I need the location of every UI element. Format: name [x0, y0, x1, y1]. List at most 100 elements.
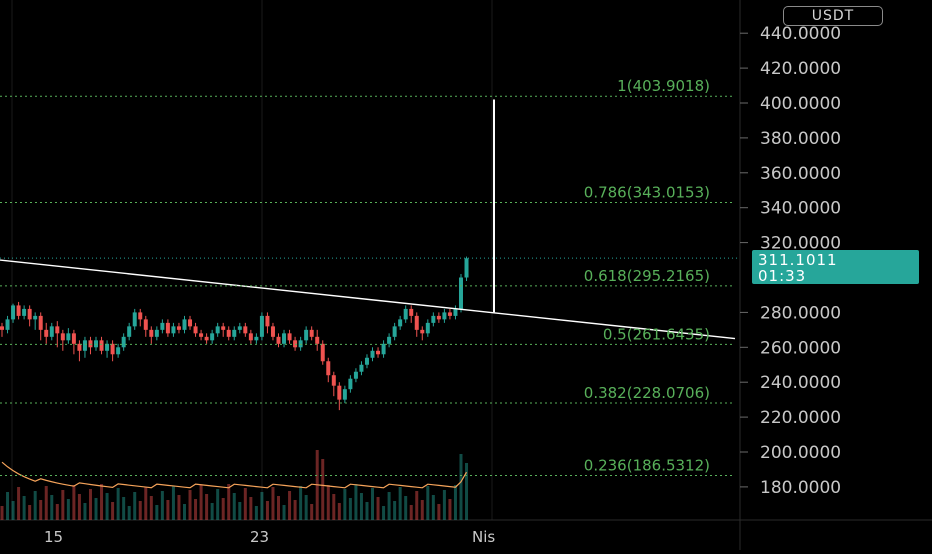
- volume-bar: [293, 500, 297, 520]
- candle-body: [331, 375, 336, 386]
- volume-bar: [448, 499, 452, 520]
- candle-body: [248, 333, 253, 341]
- candle-body: [237, 326, 242, 330]
- volume-bar: [138, 501, 142, 520]
- volume-bar: [227, 484, 231, 520]
- volume-bar: [6, 492, 10, 520]
- price-tick-label: 200.0000: [760, 443, 841, 463]
- volume-bar: [22, 496, 26, 520]
- candle-body: [298, 340, 303, 348]
- volume-bar: [149, 496, 153, 520]
- price-tick-label: 360.0000: [760, 164, 841, 184]
- volume-ma-line: [1, 461, 468, 489]
- candle-body: [458, 277, 463, 309]
- candle-body: [16, 305, 21, 316]
- volume-bar: [415, 491, 419, 520]
- volume-bar: [182, 504, 186, 520]
- candle-body: [243, 326, 248, 334]
- candle-body: [176, 326, 181, 330]
- candle-body: [348, 378, 353, 390]
- candle-body: [121, 336, 126, 348]
- candle-body: [77, 343, 82, 351]
- price-tick-label: 260.0000: [760, 338, 841, 358]
- volume-bar: [72, 485, 76, 520]
- candle-body: [33, 315, 38, 320]
- candle-body: [0, 326, 4, 330]
- volume-bar: [17, 487, 21, 520]
- volume-bar: [337, 503, 341, 520]
- fib-level-label: 0.236(186.5312): [584, 457, 710, 475]
- volume-bar: [271, 487, 275, 520]
- volume-bar: [66, 499, 70, 520]
- price-tick-label: 400.0000: [760, 94, 841, 114]
- volume-bar: [332, 494, 336, 520]
- candle-body: [425, 322, 430, 334]
- candle-body: [105, 343, 110, 351]
- candle-body: [132, 312, 137, 327]
- volume-bar: [321, 459, 325, 520]
- candle-body: [370, 350, 375, 358]
- candle-body: [420, 329, 425, 334]
- fib-level-label: 0.5(261.6435): [603, 325, 710, 343]
- candle-body: [138, 312, 143, 320]
- candle-body: [376, 350, 381, 355]
- candle-body: [94, 340, 99, 348]
- volume-bar: [39, 500, 43, 520]
- candle-body: [71, 333, 76, 344]
- volume-bar: [205, 494, 209, 520]
- candle-body: [315, 336, 320, 344]
- candle-body: [359, 364, 364, 372]
- candle-body: [403, 308, 408, 320]
- volume-bar: [288, 491, 292, 520]
- candle-body: [254, 336, 259, 341]
- price-tick-label: 440.0000: [760, 24, 841, 44]
- volume-bar: [453, 485, 457, 520]
- volume-bar: [116, 488, 120, 520]
- candle-body: [259, 315, 264, 337]
- candle-body: [210, 333, 215, 341]
- candle-body: [88, 340, 93, 348]
- candle-body: [304, 329, 309, 341]
- volume-bar: [326, 485, 330, 520]
- volume-bar: [199, 485, 203, 520]
- candle-body: [265, 315, 270, 327]
- volume-bar: [249, 497, 253, 520]
- volume-bar: [409, 505, 413, 520]
- volume-bar: [28, 505, 32, 520]
- volume-bar: [61, 490, 65, 520]
- candle-body: [309, 329, 314, 337]
- volume-bar: [216, 489, 220, 520]
- candle-body: [204, 336, 209, 341]
- candle-body: [453, 308, 458, 316]
- volume-bar: [376, 497, 380, 520]
- candle-body: [5, 319, 10, 330]
- volume-bar: [210, 503, 214, 520]
- candle-body: [199, 333, 204, 337]
- candle-body: [226, 329, 231, 337]
- candle-body: [326, 361, 331, 376]
- volume-bar: [304, 495, 308, 520]
- volume-bar: [122, 497, 126, 520]
- candle-body: [353, 371, 358, 379]
- volume-bar: [459, 454, 463, 520]
- volume-bar: [177, 495, 181, 520]
- volume-bar: [166, 500, 170, 520]
- candle-body: [149, 329, 154, 337]
- candle-body: [127, 326, 132, 337]
- candle-body: [160, 322, 165, 330]
- candle-body: [165, 322, 170, 334]
- candle-body: [387, 336, 392, 344]
- volume-bar: [238, 502, 242, 520]
- price-tick-label: 220.0000: [760, 408, 841, 428]
- candle-body: [436, 315, 441, 320]
- volume-bar: [221, 498, 225, 520]
- price-tick-label: 380.0000: [760, 129, 841, 149]
- candle-body: [276, 336, 281, 344]
- volume-bar: [265, 501, 269, 520]
- candle-body: [464, 258, 469, 278]
- currency-selector[interactable]: USDT: [783, 6, 883, 26]
- volume-bar: [100, 484, 104, 520]
- volume-bar: [94, 498, 98, 520]
